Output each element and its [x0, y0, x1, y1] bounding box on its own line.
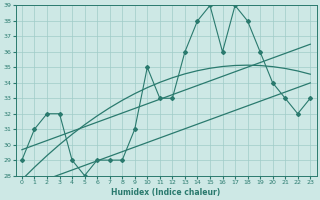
X-axis label: Humidex (Indice chaleur): Humidex (Indice chaleur): [111, 188, 221, 197]
